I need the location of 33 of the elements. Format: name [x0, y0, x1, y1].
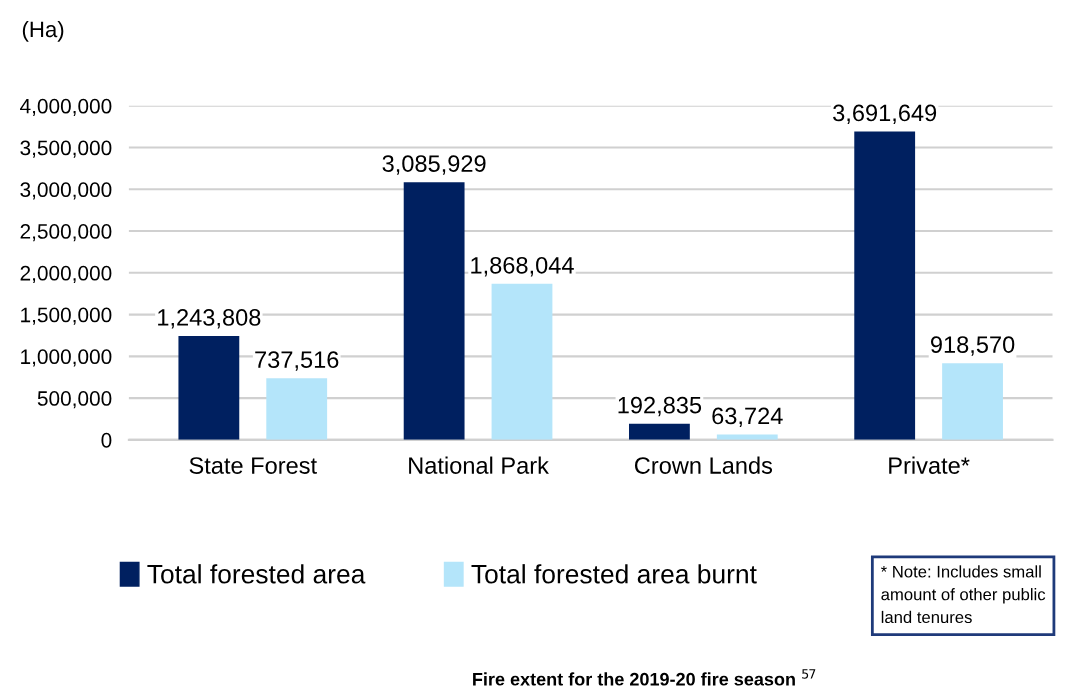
bar	[854, 131, 916, 440]
y-tick-label: 1,000,000	[21, 349, 112, 367]
bar	[942, 363, 1003, 440]
y-tick-label: 1,500,000	[21, 307, 112, 325]
y-axis-title: (Ha)	[22, 20, 64, 42]
x-tick-label: National Park	[409, 456, 549, 474]
legend-label: Total forested area burnt	[471, 564, 757, 584]
data-label: 3,085,929	[382, 155, 486, 175]
x-tick-label: State Forest	[189, 457, 317, 474]
y-tick-label: 4,000,000	[20, 98, 112, 117]
text: Fire extent for the 2019-20 fire season $^{57}$	[473, 669, 816, 686]
data-label: 192,835	[618, 396, 702, 417]
bar	[629, 423, 690, 440]
data-label: 63,724	[712, 407, 783, 428]
bar	[403, 182, 465, 440]
data-label: 918,570	[930, 336, 1015, 356]
y-tick-label: 0	[101, 432, 112, 448]
data-label: 1,868,044	[471, 256, 574, 277]
y-tick-label: 2,000,000	[20, 265, 112, 284]
y-tick-label: 3,500,000	[20, 140, 112, 158]
bar	[178, 335, 240, 440]
y-tick-label: 2,500,000	[20, 224, 112, 242]
y-tick-label: 3,000,000	[20, 182, 112, 200]
y-tick-label: 500,000	[37, 391, 112, 409]
data-label: 1,243,808	[158, 309, 261, 329]
text: * Note: Includes small amount of other public land tenures	[880, 565, 1046, 624]
legend-label: Total forested area	[147, 564, 366, 584]
x-tick-label: Crown Lands	[634, 456, 773, 474]
x-tick-label: Private*	[889, 456, 970, 474]
bar	[491, 283, 553, 440]
bar	[266, 378, 328, 440]
data-label: 737,516	[255, 351, 339, 371]
data-label: 3,691,649	[833, 104, 937, 125]
